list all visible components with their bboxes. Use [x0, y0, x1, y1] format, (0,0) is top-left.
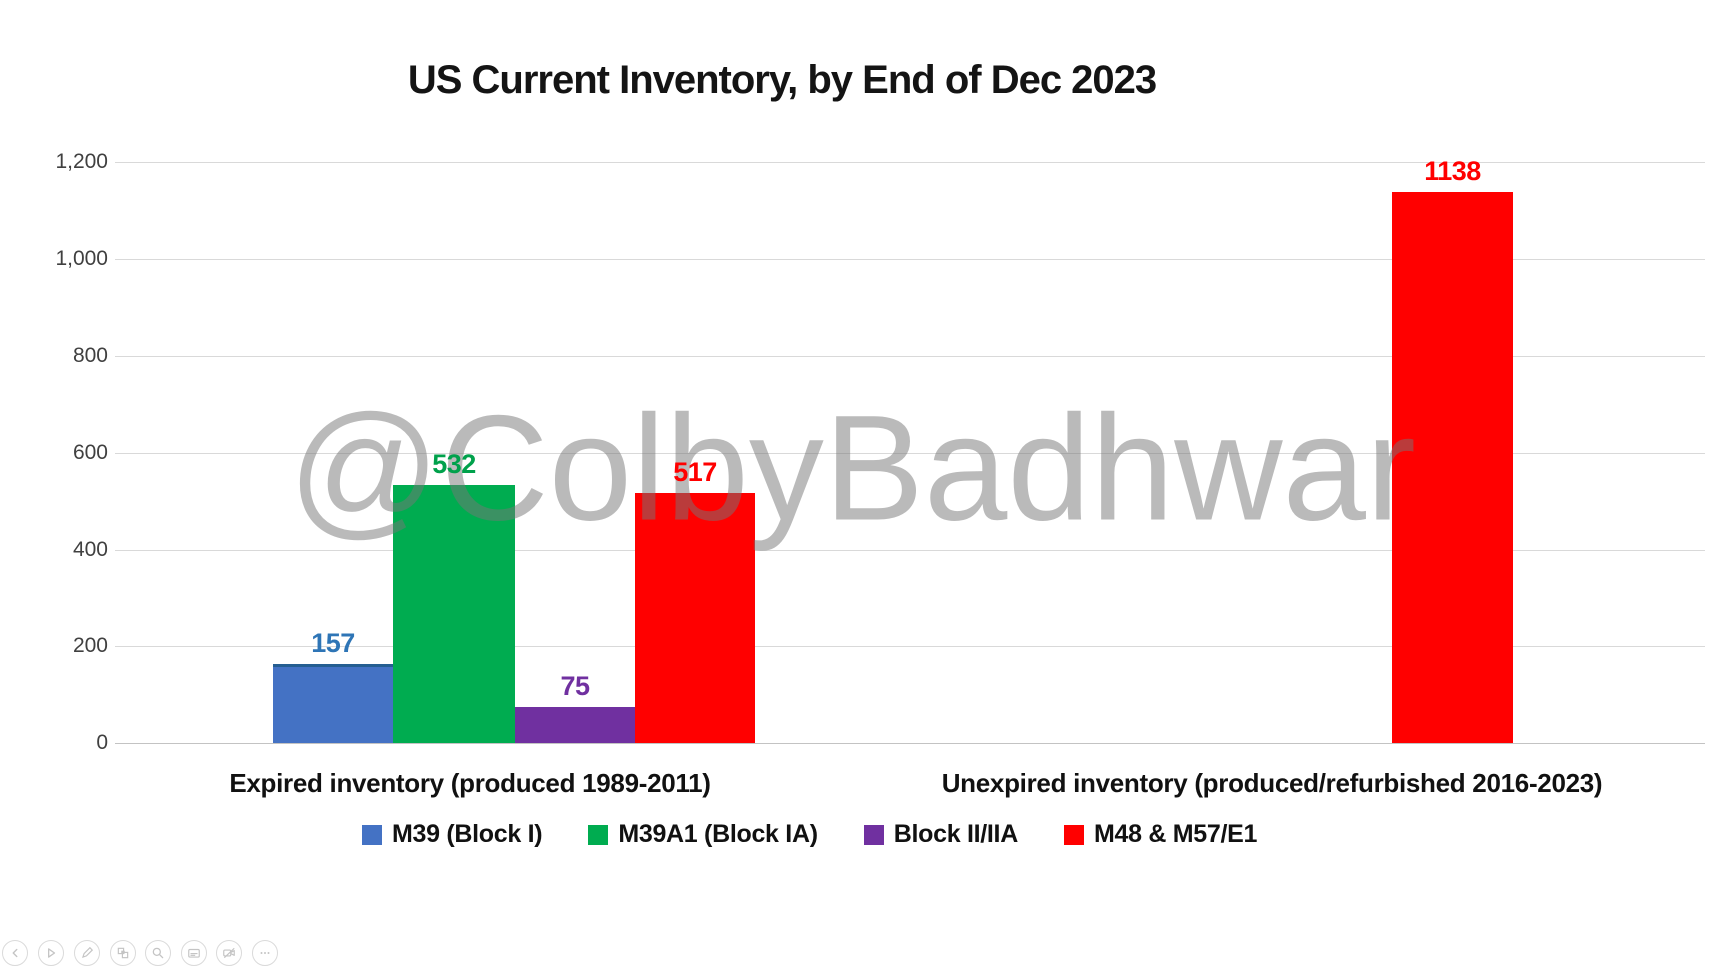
ytick-800: 800 — [72, 344, 108, 367]
legend-label: Block II/IIA — [893, 820, 1019, 848]
legend-swatch-purple — [863, 824, 884, 845]
gridline-1000 — [115, 259, 1705, 260]
ytick-1200: 1,200 — [55, 150, 108, 173]
legend-label: M39A1 (Block IA) — [618, 820, 818, 848]
bar-rect — [635, 493, 755, 743]
bar-rect — [515, 707, 635, 743]
chevron-left-icon — [8, 946, 22, 960]
bar-value-label: 517 — [673, 457, 717, 487]
legend-item-m39a1: M39A1 (Block IA) — [588, 820, 818, 849]
ellipsis-icon — [258, 946, 272, 960]
legend-label: M39 (Block I) — [392, 820, 543, 848]
ytick-400: 400 — [72, 538, 108, 561]
pen-button[interactable] — [74, 940, 100, 966]
bar-rect — [393, 485, 515, 743]
closed-caption-icon — [187, 946, 201, 960]
bar-value-label: 75 — [560, 671, 590, 701]
captions-button[interactable] — [181, 940, 207, 966]
category-label-unexpired: Unexpired inventory (produced/refurbishe… — [941, 768, 1603, 798]
zoom-button[interactable] — [145, 940, 171, 966]
legend-swatch-blue — [362, 824, 382, 845]
bar-value-label: 532 — [432, 449, 476, 479]
previous-slide-button[interactable] — [2, 940, 28, 966]
gridline-1200 — [115, 162, 1705, 163]
camera-off-icon — [222, 946, 236, 960]
magnifier-icon — [151, 946, 165, 960]
ytick-0: 0 — [96, 731, 108, 754]
gridline-800 — [115, 356, 1705, 357]
next-slide-button[interactable] — [38, 940, 64, 966]
bar-m39a1-expired: 532 — [393, 449, 515, 743]
bar-value-label: 1138 — [1424, 156, 1481, 186]
x-axis-line — [115, 743, 1705, 744]
legend-item-blockii: Block II/IIA — [863, 820, 1019, 849]
legend-item-m48: M48 & M57/E1 — [1063, 820, 1258, 849]
watermark-text: @ColbyBadhwar — [288, 383, 1416, 552]
bar-rect — [273, 664, 393, 743]
legend-label: M48 & M57/E1 — [1093, 820, 1258, 848]
see-all-slides-button[interactable] — [110, 940, 136, 966]
gridline-600 — [115, 453, 1705, 454]
bar-blockii-expired: 75 — [515, 671, 635, 743]
ytick-600: 600 — [72, 441, 108, 464]
bar-m48-expired: 517 — [635, 457, 755, 743]
category-label-expired: Expired inventory (produced 1989-2011) — [229, 768, 711, 798]
more-options-button[interactable] — [252, 940, 278, 966]
gridline-400 — [115, 550, 1705, 551]
legend-swatch-green — [588, 824, 609, 845]
play-icon — [44, 946, 58, 960]
bar-value-label: 157 — [311, 628, 355, 658]
pen-icon — [80, 946, 94, 960]
ytick-1000: 1,000 — [55, 247, 108, 270]
chart-title: US Current Inventory, by End of Dec 2023 — [407, 58, 1157, 102]
gridline-200 — [115, 646, 1705, 647]
legend-swatch-red — [1063, 824, 1084, 845]
toggle-camera-button[interactable] — [216, 940, 242, 966]
chart-legend: M39 (Block I) M39A1 (Block IA) Block II/… — [362, 820, 1257, 849]
legend-item-m39: M39 (Block I) — [362, 820, 543, 849]
bar-rect — [1392, 192, 1513, 743]
ytick-200: 200 — [72, 634, 108, 657]
slides-grid-icon — [116, 946, 130, 960]
bar-m39-expired: 157 — [273, 628, 393, 743]
bar-m48-unexpired: 1138 — [1392, 156, 1513, 743]
